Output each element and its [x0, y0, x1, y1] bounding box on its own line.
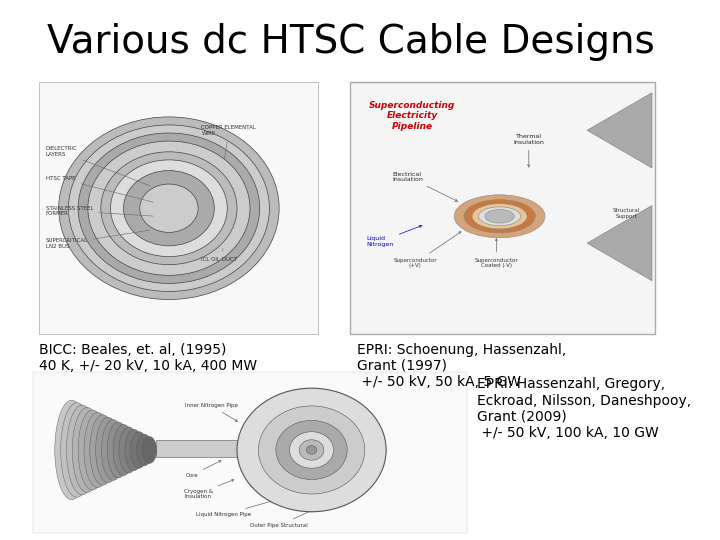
- Ellipse shape: [113, 424, 134, 476]
- Ellipse shape: [485, 210, 514, 223]
- Text: Core: Core: [185, 461, 221, 478]
- Circle shape: [101, 152, 237, 265]
- Ellipse shape: [102, 420, 125, 480]
- Circle shape: [140, 184, 198, 232]
- Text: Inner Nitrogen Pipe: Inner Nitrogen Pipe: [184, 403, 238, 421]
- Text: DIELECTRIC
LAYERS: DIELECTRIC LAYERS: [45, 146, 150, 186]
- Ellipse shape: [125, 429, 143, 471]
- Text: Structural
Support: Structural Support: [613, 208, 639, 219]
- Circle shape: [78, 133, 260, 284]
- Text: Cryogen &
Insulation: Cryogen & Insulation: [184, 480, 234, 500]
- Text: SUPERCRITICAL
LN2 BUS: SUPERCRITICAL LN2 BUS: [45, 230, 150, 248]
- Ellipse shape: [137, 434, 152, 466]
- Circle shape: [289, 431, 333, 468]
- Text: STAINLESS STEEL
FORMER: STAINLESS STEEL FORMER: [45, 206, 153, 217]
- Circle shape: [307, 446, 317, 454]
- Text: Various dc HTSC Cable Designs: Various dc HTSC Cable Designs: [47, 23, 654, 61]
- Circle shape: [300, 440, 324, 460]
- Ellipse shape: [107, 422, 130, 478]
- Circle shape: [111, 160, 228, 256]
- Polygon shape: [587, 93, 652, 168]
- FancyBboxPatch shape: [39, 82, 318, 334]
- Ellipse shape: [55, 400, 89, 500]
- Ellipse shape: [119, 427, 138, 473]
- Ellipse shape: [66, 405, 98, 495]
- Text: BICC: Beales, et. al, (1995)
40 K, +/- 20 kV, 10 kA, 400 MW: BICC: Beales, et. al, (1995) 40 K, +/- 2…: [39, 342, 257, 373]
- Text: HTSC TAPE: HTSC TAPE: [45, 176, 153, 202]
- Ellipse shape: [464, 200, 535, 233]
- Circle shape: [88, 141, 250, 275]
- Circle shape: [258, 406, 365, 494]
- Text: COPPER ELEMENTAL
WIRE: COPPER ELEMENTAL WIRE: [202, 125, 256, 160]
- Ellipse shape: [130, 431, 148, 468]
- Text: Superconductor
Coated (-V): Superconductor Coated (-V): [474, 239, 518, 268]
- FancyBboxPatch shape: [32, 372, 467, 533]
- Bar: [156, 440, 260, 457]
- Text: Superconductor
(+V): Superconductor (+V): [394, 232, 461, 268]
- Ellipse shape: [454, 195, 545, 238]
- Text: ICL OIL DUCT: ICL OIL DUCT: [202, 248, 238, 262]
- Ellipse shape: [479, 207, 521, 226]
- Ellipse shape: [84, 413, 111, 488]
- Text: Liquid
Nitrogen: Liquid Nitrogen: [366, 225, 422, 247]
- Circle shape: [237, 388, 386, 512]
- Ellipse shape: [60, 403, 93, 497]
- Text: Superconducting
Electricity
Pipeline: Superconducting Electricity Pipeline: [369, 101, 455, 131]
- Text: EPRI: Schoenung, Hassenzahl,
Grant (1997)
 +/- 50 kV, 50 kA, 5 GW: EPRI: Schoenung, Hassenzahl, Grant (1997…: [357, 342, 566, 389]
- Text: Outer Pipe Structural: Outer Pipe Structural: [251, 510, 312, 528]
- Circle shape: [124, 171, 215, 246]
- Ellipse shape: [472, 204, 527, 229]
- Text: Electrical
Insulation: Electrical Insulation: [392, 172, 457, 201]
- Circle shape: [59, 117, 279, 300]
- FancyBboxPatch shape: [351, 82, 655, 334]
- Circle shape: [276, 421, 347, 480]
- Ellipse shape: [96, 417, 120, 483]
- Ellipse shape: [72, 408, 102, 492]
- Ellipse shape: [90, 415, 116, 485]
- Circle shape: [68, 125, 269, 292]
- Text: Thermal
Insulation: Thermal Insulation: [513, 134, 544, 167]
- Ellipse shape: [143, 436, 156, 463]
- Polygon shape: [587, 206, 652, 281]
- Ellipse shape: [78, 410, 107, 490]
- Text: Liquid Nitrogen Pipe: Liquid Nitrogen Pipe: [197, 501, 273, 517]
- Text: EPRI: Hassenzahl, Gregory,
Eckroad, Nilsson, Daneshpooy,
Grant (2009)
 +/- 50 kV: EPRI: Hassenzahl, Gregory, Eckroad, Nils…: [477, 377, 691, 440]
